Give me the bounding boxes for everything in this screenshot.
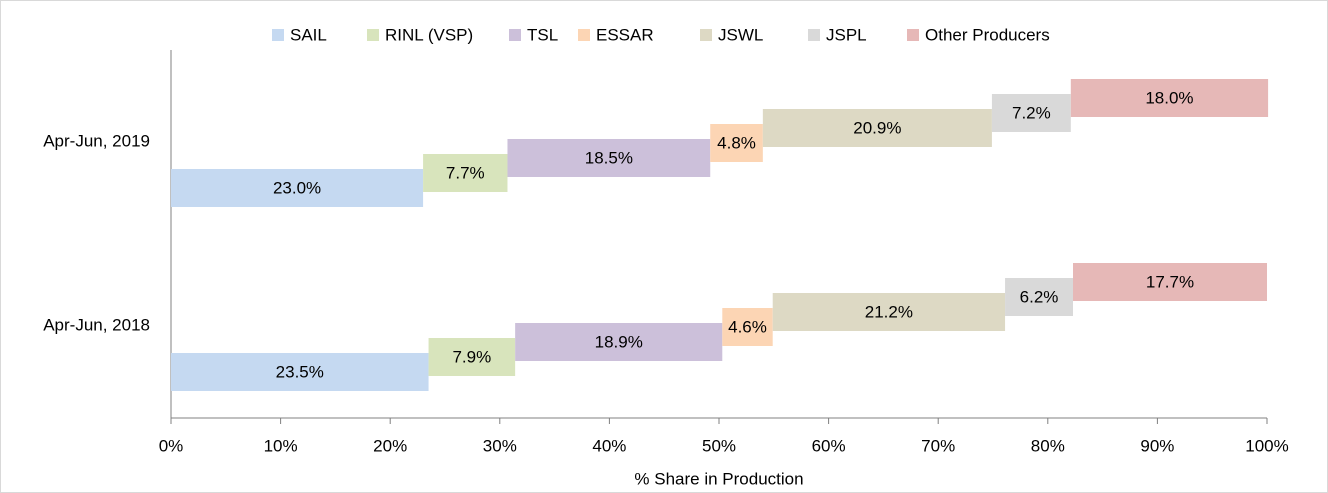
value-label: 18.5% (585, 148, 633, 167)
y-tick-label: Apr-Jun, 2019 (43, 131, 150, 150)
bar-segment (507, 139, 711, 177)
x-tick-label: 40% (592, 436, 626, 455)
value-label: 23.5% (276, 362, 324, 381)
x-tick-label: 100% (1245, 436, 1288, 455)
bar-segment (710, 124, 763, 162)
legend-swatch (578, 29, 590, 41)
x-tick-label: 70% (921, 436, 955, 455)
legend-swatch (808, 29, 820, 41)
bar-segment (762, 109, 992, 147)
bar-segment (428, 338, 516, 376)
legend-swatch (367, 29, 379, 41)
legend-label: JSPL (826, 25, 867, 44)
x-tick-label: 20% (373, 436, 407, 455)
bar-segment (772, 293, 1006, 331)
legend-label: SAIL (290, 25, 327, 44)
bar-segment (1070, 79, 1269, 117)
value-label: 4.8% (717, 133, 756, 152)
value-label: 18.0% (1145, 88, 1193, 107)
x-tick-label: 80% (1031, 436, 1065, 455)
legend-label: JSWL (718, 25, 763, 44)
legend-label: TSL (527, 25, 558, 44)
value-label: 4.6% (728, 317, 767, 336)
x-tick-label: 60% (812, 436, 846, 455)
legend-swatch (700, 29, 712, 41)
legend-label: Other Producers (925, 25, 1050, 44)
bar-segment (1005, 278, 1074, 316)
bar-segment (171, 353, 429, 391)
x-tick-label: 90% (1140, 436, 1174, 455)
legend-swatch (907, 29, 919, 41)
value-label: 7.2% (1012, 103, 1051, 122)
bar-segment (515, 323, 723, 361)
bar-segment (171, 169, 424, 207)
x-tick-label: 50% (702, 436, 736, 455)
x-axis-label: % Share in Production (634, 469, 803, 488)
legend-label: ESSAR (596, 25, 654, 44)
bar-segment (991, 94, 1071, 132)
value-label: 6.2% (1020, 287, 1059, 306)
x-tick-label: 0% (159, 436, 184, 455)
x-tick-label: 10% (264, 436, 298, 455)
bar-segment (1073, 263, 1267, 301)
bar-segment (423, 154, 508, 192)
y-tick-label: Apr-Jun, 2018 (43, 315, 150, 334)
bar-segment (722, 308, 773, 346)
value-label: 7.9% (452, 347, 491, 366)
value-label: 21.2% (865, 302, 913, 321)
legend-swatch (509, 29, 521, 41)
value-label: 20.9% (853, 118, 901, 137)
value-label: 23.0% (273, 178, 321, 197)
legend-label: RINL (VSP) (385, 25, 473, 44)
x-tick-label: 30% (483, 436, 517, 455)
value-label: 17.7% (1146, 272, 1194, 291)
value-label: 18.9% (595, 332, 643, 351)
legend-swatch (272, 29, 284, 41)
value-label: 7.7% (446, 163, 485, 182)
